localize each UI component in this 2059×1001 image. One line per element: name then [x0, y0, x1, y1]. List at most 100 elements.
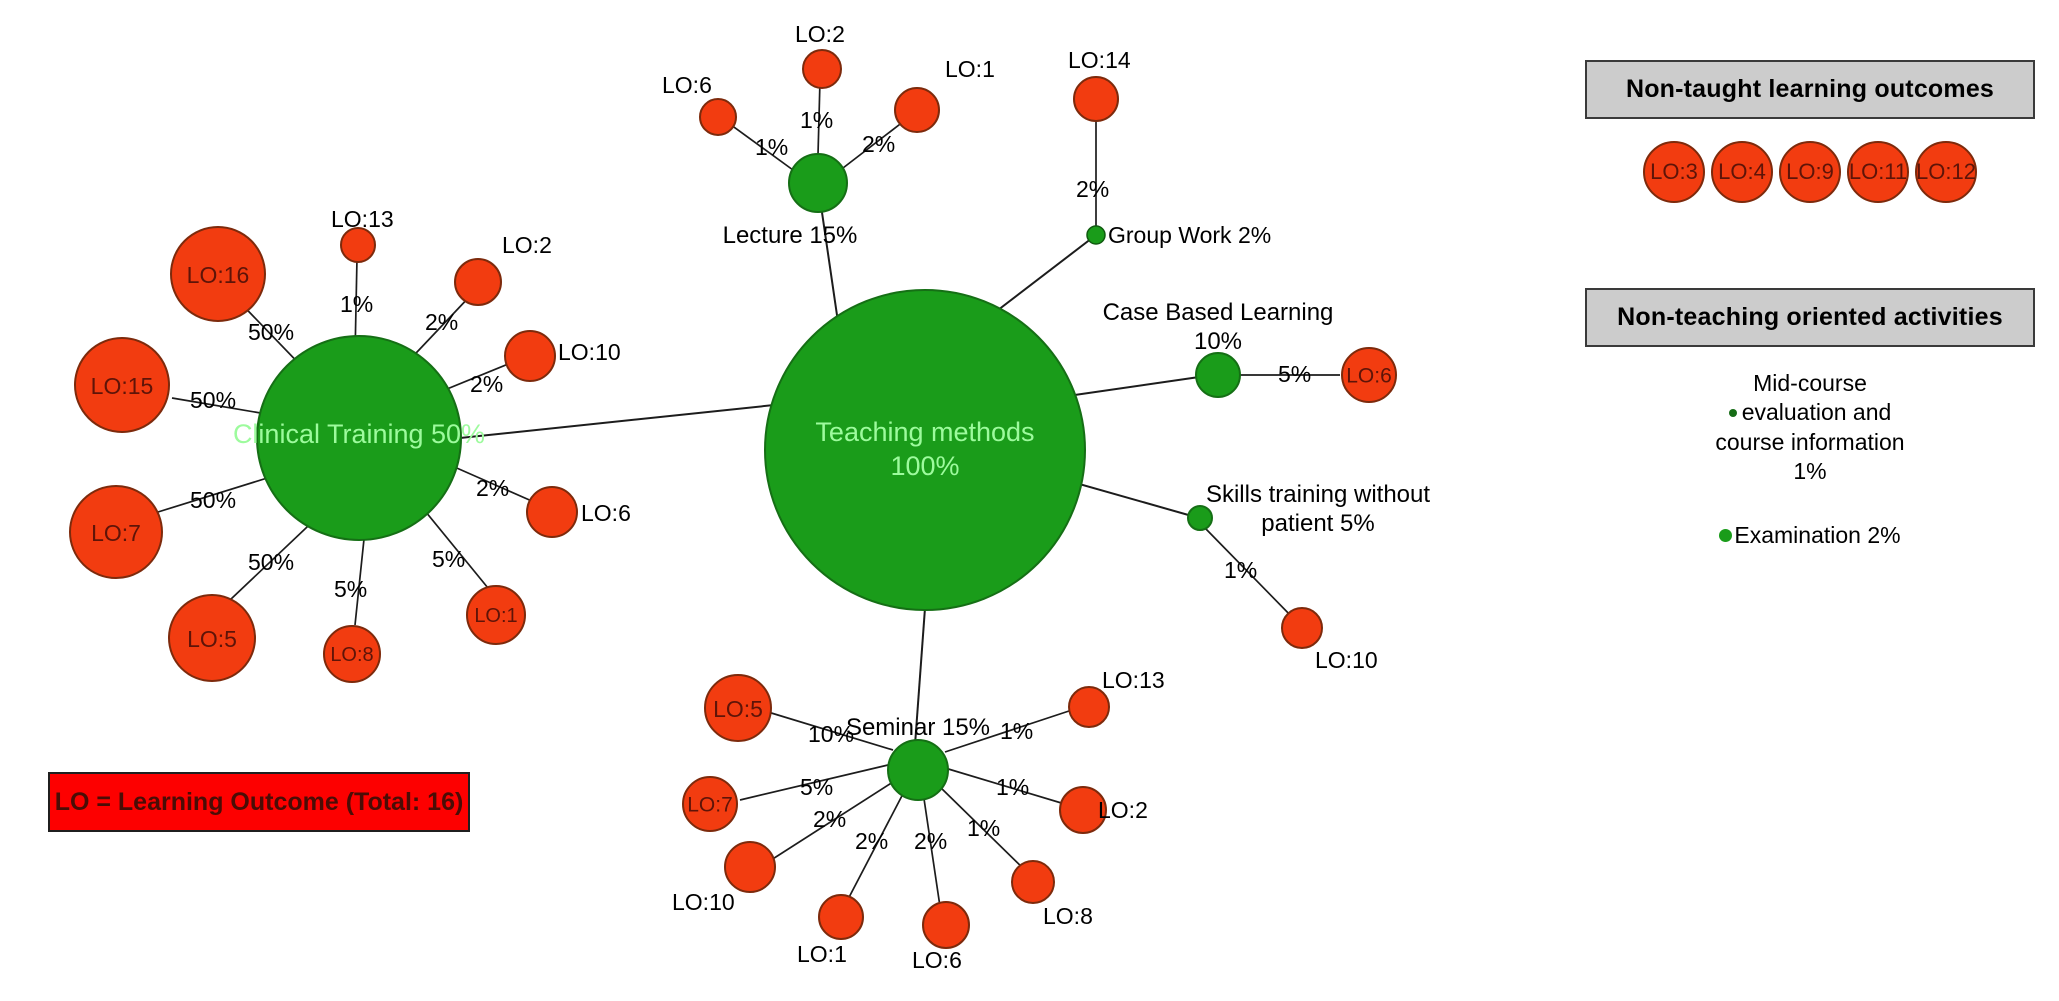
edge-seminar-lo8: [937, 784, 1031, 876]
non-taught-chip-row: LO:3 LO:4 LO:9 LO:11 LO:12: [1585, 141, 2035, 203]
lo-node-seminar-lo8[interactable]: [1011, 860, 1055, 904]
lo-label: LO:6: [1346, 365, 1392, 388]
edge-root-seminar: [914, 607, 926, 746]
activity-line-2-row: evaluation and: [1585, 398, 2035, 427]
lo-label-lecture-lo1: LO:1: [945, 56, 995, 82]
pct-clinical-lo5: 50%: [248, 549, 294, 575]
lo-node-groupwork-lo14[interactable]: [1073, 76, 1119, 122]
node-teaching-methods[interactable]: Teaching methods 100%: [764, 289, 1086, 611]
activity-line-1: Mid-course: [1753, 370, 1867, 396]
lo-node-cbl-lo6[interactable]: LO:6: [1341, 347, 1397, 403]
edge-seminar-lo10: [767, 781, 894, 863]
pct-groupwork-lo14: 2%: [1076, 176, 1109, 202]
panel-non-teaching: Non-teaching oriented activities Mid-cou…: [1585, 288, 2035, 550]
group-work-label: Group Work 2%: [1108, 222, 1271, 248]
lo-node-clinical-lo8[interactable]: LO:8: [323, 625, 381, 683]
lo-label-clinical-lo2: LO:2: [502, 232, 552, 258]
edge-lecture-lo2: [817, 79, 821, 156]
pct-clinical-lo16: 50%: [248, 319, 294, 345]
pct-seminar-lo8: 1%: [967, 815, 1000, 841]
pct-seminar-lo10: 2%: [813, 806, 846, 832]
node-clinical-training[interactable]: Clinical Training 50%: [233, 335, 485, 541]
lo-node-lecture-lo2[interactable]: [802, 49, 842, 89]
edge-lecture-lo1: [842, 117, 909, 169]
pct-seminar-lo13: 1%: [1000, 718, 1033, 744]
lo-label: LO:5: [187, 626, 237, 652]
green-dot-icon: [1728, 409, 1737, 418]
lo-node-seminar-lo2[interactable]: [1059, 786, 1107, 834]
pct-cbl-lo6: 5%: [1278, 361, 1311, 387]
panel-non-taught: Non-taught learning outcomes LO:3 LO:4 L…: [1585, 60, 2035, 203]
edge-root-clinical: [459, 399, 823, 439]
pct-seminar-lo2: 1%: [996, 774, 1029, 800]
lo-node-seminar-lo5[interactable]: LO:5: [704, 674, 772, 742]
node-lecture[interactable]: [788, 153, 848, 213]
lo-node-skills-lo10[interactable]: [1281, 607, 1323, 649]
panel-non-taught-title: Non-taught learning outcomes: [1585, 60, 2035, 119]
seminar-label: Seminar 15%: [846, 714, 990, 741]
activity-examination[interactable]: Examination 2%: [1585, 521, 2035, 550]
lo-label: LO:7: [687, 794, 733, 817]
lo-label: LO:8: [330, 644, 373, 666]
lo-label-seminar-lo2: LO:2: [1098, 797, 1148, 823]
lo-node-clinical-lo7[interactable]: LO:7: [69, 485, 163, 579]
lo-node-clinical-lo5[interactable]: LO:5: [168, 594, 256, 682]
node-skills-training[interactable]: [1187, 505, 1213, 531]
cbl-percent: 10%: [1194, 328, 1242, 355]
lo-label: LO:1: [474, 605, 517, 627]
node-case-based-learning[interactable]: [1195, 352, 1241, 398]
node-group-work[interactable]: [1086, 225, 1106, 245]
pct-seminar-lo5: 10%: [808, 721, 854, 747]
lo-label: LO:16: [187, 262, 250, 288]
activity-examination-row: Examination 2%: [1585, 521, 2035, 550]
skills-edges: [1204, 527, 1296, 621]
lo-node-lecture-lo1[interactable]: [894, 87, 940, 133]
pct-lecture-lo6: 1%: [755, 134, 788, 160]
lo-label-seminar-lo1: LO:1: [797, 941, 847, 967]
lo-node-clinical-lo6[interactable]: [526, 486, 578, 538]
lo-label-clinical-lo10: LO:10: [558, 339, 621, 365]
lo-node-clinical-lo15[interactable]: LO:15: [74, 337, 170, 433]
root-label: Teaching methods: [815, 417, 1034, 447]
lo-node-clinical-lo2[interactable]: [454, 258, 502, 306]
lo-node-seminar-lo1[interactable]: [818, 894, 864, 940]
edge-seminar-lo13: [944, 709, 1073, 753]
lo-chip-3[interactable]: LO:3: [1643, 141, 1705, 203]
pct-clinical-lo15: 50%: [190, 387, 236, 413]
skills-label-line1: Skills training without: [1206, 481, 1430, 508]
lo-label: LO:15: [91, 373, 154, 399]
lo-node-seminar-lo10[interactable]: [724, 841, 776, 893]
edge-seminar-lo5: [767, 711, 894, 751]
lo-label: LO:5: [713, 696, 763, 722]
edge-seminar-lo1: [844, 789, 906, 906]
pct-seminar-lo1: 2%: [855, 828, 888, 854]
pct-clinical-lo13: 1%: [340, 291, 373, 317]
root-percent: 100%: [890, 451, 959, 481]
lo-label-seminar-lo6: LO:6: [912, 947, 962, 973]
edge-seminar-lo2: [944, 767, 1069, 806]
lo-node-clinical-lo16[interactable]: LO:16: [170, 226, 266, 322]
lo-node-lecture-lo6[interactable]: [699, 98, 737, 136]
lecture-edges: [726, 79, 909, 171]
lo-node-seminar-lo7[interactable]: LO:7: [682, 776, 738, 832]
node-seminar[interactable]: [887, 739, 949, 801]
lo-node-clinical-lo10[interactable]: [504, 330, 556, 382]
lo-chip-4[interactable]: LO:4: [1711, 141, 1773, 203]
activity-line-3: course information: [1715, 428, 1905, 455]
pct-clinical-lo8: 5%: [334, 576, 367, 602]
pct-seminar-lo6: 2%: [914, 828, 947, 854]
lo-label: LO:7: [91, 520, 141, 546]
lo-chip-9[interactable]: LO:9: [1779, 141, 1841, 203]
lo-chip-11[interactable]: LO:11: [1847, 141, 1909, 203]
lo-label-clinical-lo13: LO:13: [331, 206, 394, 232]
edge-seminar-lo7: [739, 764, 889, 801]
lo-node-clinical-lo1[interactable]: LO:1: [466, 585, 526, 645]
activity-line-4: 1%: [1793, 458, 1827, 485]
lo-node-clinical-lo13[interactable]: [340, 227, 376, 263]
green-dot-icon: [1719, 528, 1733, 542]
lo-node-seminar-lo13[interactable]: [1068, 686, 1110, 728]
lo-chip-12[interactable]: LO:12: [1915, 141, 1977, 203]
lo-node-seminar-lo6[interactable]: [922, 901, 970, 949]
activity-mid-course[interactable]: Mid-course evaluation and course informa…: [1585, 369, 2035, 487]
